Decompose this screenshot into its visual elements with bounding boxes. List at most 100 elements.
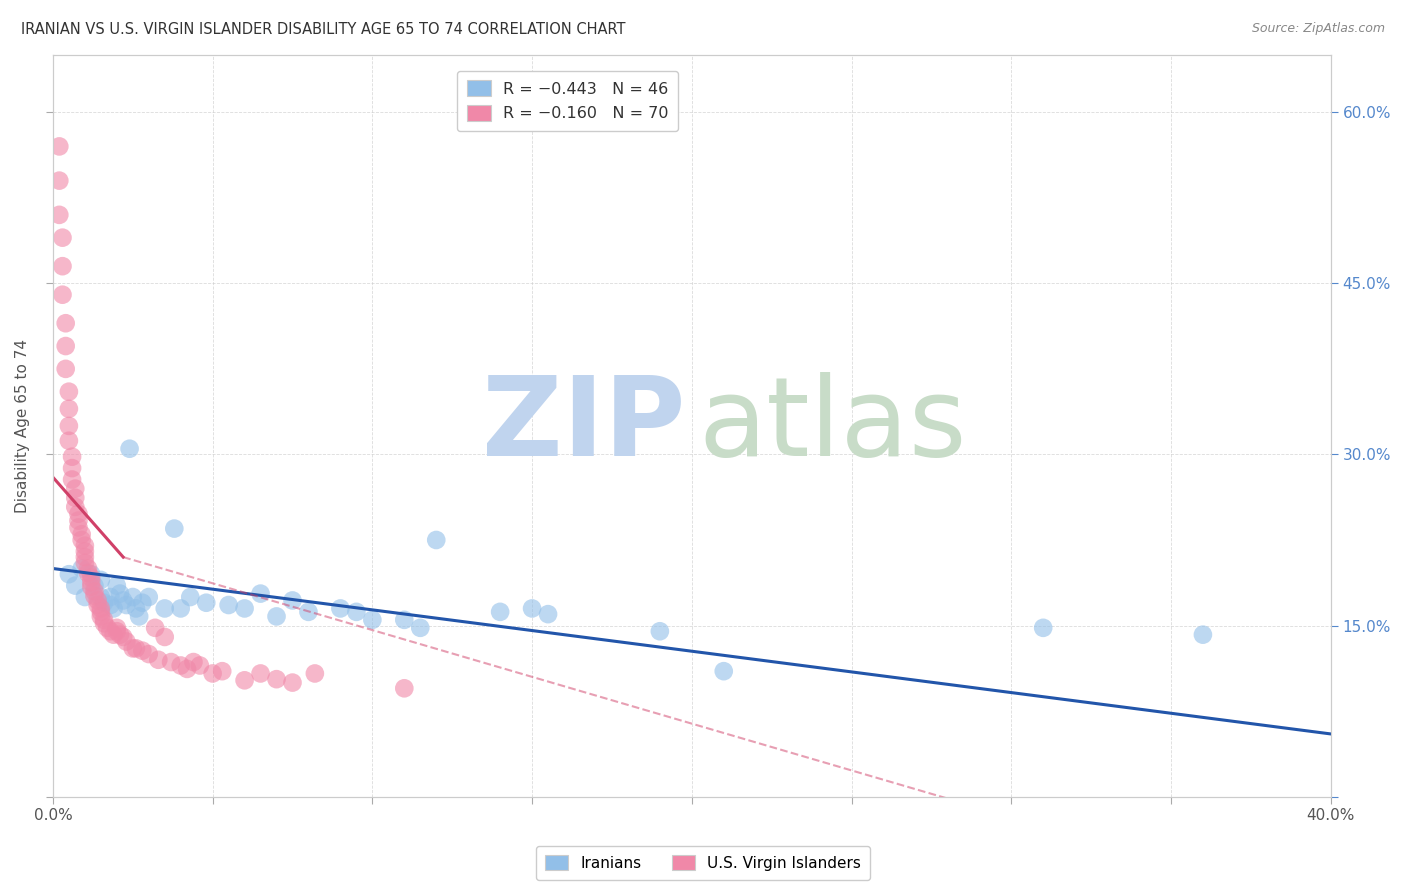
Point (83, 589, 105, 603)
Point (67, 507, 90, 521)
Point (90, 601, 112, 615)
Point (67, 520, 90, 534)
Point (131, 596, 153, 610)
Point (86, 593, 108, 607)
Point (201, 666, 224, 681)
Point (65, 579, 87, 593)
Point (1032, 621, 1054, 635)
Point (80, 580, 103, 594)
Point (170, 601, 193, 615)
Point (233, 601, 256, 615)
Point (148, 653, 170, 667)
Point (90, 573, 112, 587)
Point (73, 550, 96, 565)
Point (249, 586, 271, 600)
Point (65, 482, 87, 496)
Point (58, 567, 80, 582)
Point (409, 621, 432, 635)
Point (100, 598, 122, 612)
Point (153, 601, 176, 615)
Point (648, 624, 671, 639)
Point (80, 575, 103, 590)
Point (80, 571, 103, 585)
Text: Source: ZipAtlas.com: Source: ZipAtlas.com (1251, 22, 1385, 36)
Point (394, 681, 416, 696)
Point (105, 621, 128, 635)
Point (128, 609, 150, 624)
Point (51, 259, 73, 273)
Point (195, 596, 218, 610)
Point (77, 561, 100, 575)
Point (77, 566, 100, 580)
Point (65, 500, 87, 514)
Point (70, 533, 93, 547)
Legend: Iranians, U.S. Virgin Islanders: Iranians, U.S. Virgin Islanders (536, 846, 870, 880)
Point (73, 590, 96, 604)
Point (713, 664, 735, 678)
Point (163, 522, 186, 536)
Point (115, 634, 138, 648)
Point (266, 609, 288, 624)
Point (55, 316, 77, 330)
Point (73, 544, 96, 558)
Text: ZIP: ZIP (482, 372, 685, 479)
Point (96, 621, 118, 635)
Text: IRANIAN VS U.S. VIRGIN ISLANDER DISABILITY AGE 65 TO 74 CORRELATION CHART: IRANIAN VS U.S. VIRGIN ISLANDER DISABILI… (21, 22, 626, 37)
Point (55, 362, 77, 376)
Legend: R = −0.443   N = 46, R = −0.160   N = 70: R = −0.443 N = 46, R = −0.160 N = 70 (457, 70, 679, 131)
Point (281, 675, 304, 690)
Point (83, 584, 105, 599)
Point (108, 586, 131, 600)
Point (344, 605, 367, 619)
Point (70, 561, 93, 575)
Point (48, 139, 70, 153)
Point (489, 605, 512, 619)
Y-axis label: Disability Age 65 to 74: Disability Age 65 to 74 (15, 339, 30, 513)
Point (520, 601, 543, 615)
Point (86, 598, 108, 612)
Point (60, 450, 83, 464)
Point (112, 593, 135, 607)
Point (183, 655, 205, 669)
Point (90, 590, 112, 604)
Point (131, 643, 153, 657)
Point (80, 567, 103, 582)
Point (105, 579, 128, 593)
Point (100, 624, 122, 639)
Point (58, 434, 80, 448)
Point (425, 533, 447, 547)
Point (60, 461, 83, 475)
Point (90, 609, 112, 624)
Point (105, 624, 128, 639)
Point (170, 658, 193, 673)
Point (218, 598, 240, 612)
Point (153, 630, 176, 644)
Point (93, 616, 115, 631)
Point (83, 579, 105, 593)
Point (121, 641, 143, 656)
Point (48, 174, 70, 188)
Text: atlas: atlas (699, 372, 967, 479)
Point (58, 401, 80, 416)
Point (143, 621, 166, 635)
Point (537, 607, 560, 622)
Point (233, 673, 256, 688)
Point (73, 539, 96, 553)
Point (329, 601, 352, 615)
Point (138, 647, 160, 661)
Point (58, 384, 80, 399)
Point (115, 598, 138, 612)
Point (179, 590, 201, 604)
Point (304, 666, 326, 681)
Point (108, 628, 131, 642)
Point (138, 590, 160, 604)
Point (394, 613, 416, 627)
Point (58, 418, 80, 433)
Point (125, 641, 148, 656)
Point (93, 613, 115, 627)
Point (118, 442, 141, 456)
Point (125, 601, 148, 615)
Point (51, 287, 73, 301)
Point (60, 473, 83, 487)
Point (103, 628, 125, 642)
